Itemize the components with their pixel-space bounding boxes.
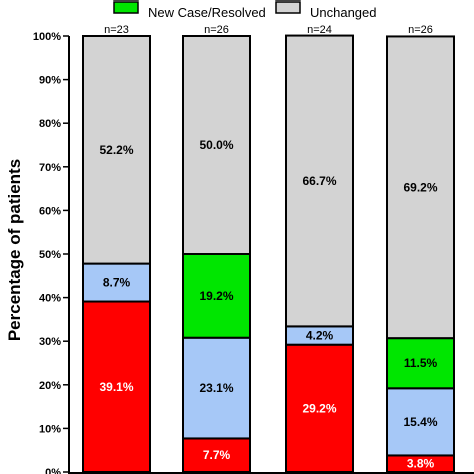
bar-segment-blue [386, 387, 455, 457]
bar-segment-grey [386, 35, 455, 340]
bar-n-label: n=26 [408, 24, 433, 36]
data-label: 23.1% [199, 381, 233, 395]
y-tick-label: 100% [33, 31, 61, 43]
bar-segment-green [182, 253, 251, 339]
legend-swatch [275, 1, 301, 14]
bars: 39.1% 8.7% 52.2% n=23 7.7% 23.1% 19.2% 50.0% n=2… [82, 24, 455, 474]
y-tick-label: 70% [39, 162, 61, 174]
data-label: 15.4% [403, 415, 437, 429]
legend-label: Unchanged [310, 5, 377, 20]
data-label: 8.7% [103, 276, 131, 290]
legend-swatch [113, 1, 139, 14]
legend: New Case/Resolved Unchanged [113, 0, 377, 20]
y-tick-label: 0% [45, 467, 61, 474]
bar-segment-grey [82, 35, 151, 265]
bar-segment-blue [82, 262, 151, 303]
data-label: 29.2% [302, 401, 336, 415]
bar-stack: 29.2% 4.2% 66.7% n=24 [285, 24, 354, 473]
bar-segment-blue [182, 336, 251, 440]
bar-segment-green [386, 337, 455, 390]
data-label: 39.1% [99, 380, 133, 394]
data-label: 4.2% [306, 329, 334, 343]
bar-segment-red [82, 300, 151, 473]
y-tick-label: 90% [39, 75, 61, 87]
data-label: 3.8% [407, 457, 435, 471]
bar-n-label: n=24 [307, 24, 332, 36]
bar-stack: 3.8% 15.4% 11.5% 69.2% n=26 [386, 24, 455, 474]
data-label: 19.2% [199, 289, 233, 303]
bar-n-label: n=23 [104, 24, 129, 36]
legend-label: New Case/Resolved [148, 5, 266, 20]
data-label: 50.0% [199, 138, 233, 152]
y-tick-label: 10% [39, 423, 61, 435]
y-axis: 0% 10% 20% 30% 40% 50% 60% 70% 80% 90% 100% [33, 31, 474, 474]
bar-n-label: n=26 [204, 24, 229, 36]
data-label: 11.5% [404, 356, 438, 370]
data-label: 52.2% [99, 143, 133, 157]
y-tick-label: 80% [39, 118, 61, 130]
bar-stack: 7.7% 23.1% 19.2% 50.0% n=26 [182, 24, 251, 474]
y-tick-label: 60% [39, 205, 61, 217]
data-label: 69.2% [403, 180, 437, 194]
data-label: 66.7% [302, 174, 336, 188]
bar-segment-grey [285, 34, 354, 328]
y-tick-label: 50% [39, 249, 61, 261]
y-tick-label: 20% [39, 380, 61, 392]
data-label: 7.7% [203, 448, 231, 462]
y-tick-label: 40% [39, 293, 61, 305]
bar-stack: 39.1% 8.7% 52.2% n=23 [82, 24, 151, 473]
y-axis-title: Percentage of patients [5, 159, 24, 341]
y-tick-label: 30% [39, 336, 61, 348]
bar-segment-grey [182, 35, 251, 255]
